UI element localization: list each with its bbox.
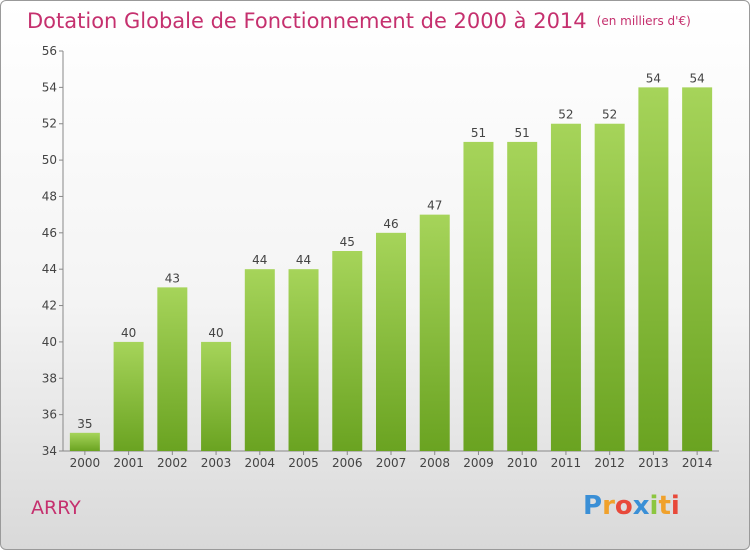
bar-value-label: 54 <box>646 71 661 85</box>
bar-value-label: 51 <box>515 126 530 140</box>
bar <box>463 141 494 451</box>
y-tick-label: 54 <box>42 80 57 94</box>
bar-value-label: 54 <box>689 71 704 85</box>
logo-letter: o <box>614 491 633 521</box>
x-tick-label: 2002 <box>157 456 188 470</box>
x-tick-label: 2000 <box>70 456 101 470</box>
bar <box>594 123 625 452</box>
x-tick-label: 2011 <box>551 456 582 470</box>
x-tick-label: 2001 <box>113 456 144 470</box>
logo-letter: t <box>658 491 671 521</box>
x-tick-label: 2007 <box>376 456 407 470</box>
x-tick-label: 2003 <box>201 456 232 470</box>
axes: 34 36 38 40 42 44 46 48 50 52 54 56 2000 2001 2002 2003… <box>42 44 719 470</box>
x-tick-label: 2013 <box>638 456 669 470</box>
bar-value-label: 44 <box>252 253 267 267</box>
x-tick-label: 2012 <box>594 456 625 470</box>
bar-value-label: 52 <box>602 108 617 122</box>
x-tick-label: 2010 <box>507 456 538 470</box>
bar-value-label: 35 <box>77 417 92 431</box>
y-tick-label: 50 <box>42 153 57 167</box>
chart-unit: (en milliers d'€) <box>596 14 691 28</box>
commune-name: ARRY <box>31 497 81 519</box>
bar <box>201 341 232 451</box>
logo-letter: i <box>670 491 680 521</box>
bar-value-label: 40 <box>208 326 223 340</box>
logo-letter: x <box>632 491 650 521</box>
y-tick-label: 46 <box>42 226 57 240</box>
x-tick-label: 2005 <box>288 456 319 470</box>
bar <box>507 141 538 451</box>
bar <box>332 251 363 451</box>
y-tick-label: 52 <box>42 117 57 131</box>
chart-title-text: Dotation Globale de Fonctionnement de 20… <box>27 9 587 33</box>
y-tick-label: 40 <box>42 335 57 349</box>
logo-letter: r <box>602 491 615 521</box>
data-labels: 35 40 43 40 44 44 45 46 47 51 51 52 52 54 54 <box>77 71 705 430</box>
y-tick-label: 36 <box>42 408 57 422</box>
y-tick-label: 42 <box>42 299 57 313</box>
proxiti-logo[interactable]: Proxiti <box>583 491 680 521</box>
bar-value-label: 44 <box>296 253 311 267</box>
bar <box>638 87 669 451</box>
chart-title: Dotation Globale de Fonctionnement de 20… <box>27 9 691 33</box>
bar <box>550 123 581 452</box>
bar-value-label: 47 <box>427 199 442 213</box>
y-tick-label: 38 <box>42 371 57 385</box>
bar-value-label: 52 <box>558 108 573 122</box>
bar <box>113 341 144 451</box>
bar <box>244 269 275 451</box>
y-tick-label: 48 <box>42 189 57 203</box>
bar <box>288 269 319 451</box>
x-tick-label: 2014 <box>682 456 713 470</box>
bar-value-label: 43 <box>165 271 180 285</box>
bar <box>419 214 450 451</box>
x-tick-label: 2009 <box>463 456 494 470</box>
y-tick-label: 44 <box>42 262 57 276</box>
bar-value-label: 51 <box>471 126 486 140</box>
logo-letter: P <box>583 491 603 521</box>
bar <box>157 287 188 451</box>
x-tick-label: 2006 <box>332 456 363 470</box>
bar <box>376 232 406 451</box>
bars <box>69 87 713 452</box>
logo-letter: i <box>649 491 659 521</box>
bar-value-label: 40 <box>121 326 136 340</box>
bar-value-label: 46 <box>383 217 398 231</box>
bar <box>682 87 713 451</box>
bar-value-label: 45 <box>340 235 355 249</box>
x-tick-label: 2008 <box>419 456 450 470</box>
x-tick-label: 2004 <box>245 456 276 470</box>
y-tick-label: 34 <box>42 444 57 458</box>
bar <box>69 432 100 451</box>
y-tick-label: 56 <box>42 44 57 58</box>
